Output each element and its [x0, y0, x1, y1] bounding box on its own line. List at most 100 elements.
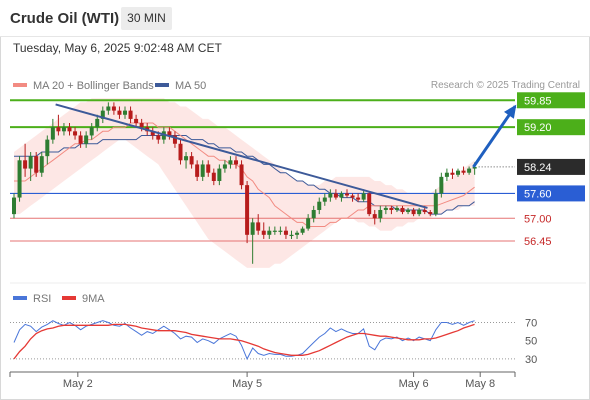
candle-body	[444, 172, 449, 177]
candle-body	[56, 127, 61, 132]
candle-body	[433, 193, 438, 215]
x-tick-label: May 6	[399, 378, 429, 390]
candle-body	[289, 234, 294, 237]
candle-body	[428, 212, 433, 215]
candle-body	[389, 207, 394, 210]
forecast-arrow-shaft	[472, 105, 517, 168]
legend-swatch-rsi	[13, 296, 27, 301]
candle-body	[111, 106, 116, 111]
candle-body	[184, 156, 189, 161]
candle-body	[189, 156, 194, 165]
candle-body	[345, 193, 349, 196]
legend-label-rsi: RSI	[33, 293, 52, 305]
candle-body	[295, 232, 300, 235]
candle-body	[12, 197, 16, 215]
resistance-label-box-1	[517, 119, 585, 136]
level-label-57-60: 57.60	[524, 188, 552, 200]
rsi-tick-label: 30	[525, 354, 537, 366]
candle-body	[272, 230, 277, 232]
resistance-label-box-0	[517, 92, 585, 109]
candle-body	[217, 168, 222, 181]
candle-body	[95, 118, 100, 128]
candle-body	[84, 135, 89, 144]
x-tick-label: May 8	[465, 378, 495, 390]
pivot-label-box-3	[517, 185, 585, 202]
candle-body	[350, 195, 355, 198]
candle-body	[283, 230, 288, 235]
level-label-59-20: 59.20	[524, 122, 552, 134]
candle-body	[378, 209, 383, 219]
candle-body	[39, 156, 44, 173]
timeframe-button[interactable]: 30 MIN	[121, 7, 172, 30]
candle-body	[23, 160, 28, 169]
candle-body	[172, 135, 177, 144]
candle-body	[150, 131, 155, 136]
research-credit: Research © 2025 Trading Central	[430, 80, 580, 91]
candle-body	[250, 222, 255, 235]
level-label-56-45: 56.45	[524, 236, 552, 248]
ma20-line	[14, 122, 475, 227]
candle-body	[117, 110, 122, 115]
candle-body	[383, 207, 388, 210]
candle-body	[73, 131, 78, 136]
candle-body	[128, 110, 133, 119]
legend-label-ma20: MA 20 + Bollinger Bands	[33, 80, 154, 92]
legend-label-9ma: 9MA	[82, 293, 105, 305]
candle-body	[461, 170, 466, 173]
rsi-9ma-line	[13, 323, 475, 360]
candle-body	[178, 143, 183, 161]
candle-body	[123, 110, 127, 115]
candle-body	[317, 201, 322, 210]
candle-body	[400, 207, 405, 213]
bollinger-band-area	[14, 98, 475, 268]
candle-body	[300, 228, 305, 233]
legend-swatch-ma50	[155, 83, 169, 88]
candle-body	[278, 230, 283, 232]
candle-body	[156, 135, 161, 140]
candle-body	[450, 172, 455, 175]
candle-body	[267, 230, 272, 235]
candle-body	[411, 209, 416, 215]
candle-body	[222, 164, 227, 169]
candle-body	[50, 127, 55, 140]
candle-body	[417, 209, 422, 215]
candle-body	[256, 222, 261, 231]
candle-body	[134, 118, 139, 124]
legend-swatch-9ma	[62, 296, 76, 301]
candle-body	[200, 164, 205, 177]
candle-body	[356, 197, 361, 200]
level-label-58-24: 58.24	[524, 162, 552, 174]
candle-body	[234, 160, 238, 165]
candle-body	[322, 197, 327, 202]
candle-body	[372, 214, 377, 219]
candle-body	[228, 160, 233, 165]
legend-item-rsi: RSI	[13, 293, 51, 305]
candle-body	[67, 127, 72, 132]
candle-body	[167, 131, 172, 136]
candle-body	[17, 160, 22, 198]
candle-body	[439, 176, 444, 194]
candle-body	[61, 127, 66, 132]
candle-body	[361, 193, 366, 200]
candle-body	[467, 168, 472, 173]
instrument-title: Crude Oil (WTI)	[10, 10, 120, 27]
level-label-57-00: 57.00	[524, 213, 552, 225]
candle-body	[100, 110, 105, 119]
bearish-trendline	[55, 103, 428, 209]
x-tick-label: May 5	[232, 378, 262, 390]
candle-body	[261, 230, 266, 235]
candle-body	[339, 193, 344, 198]
candle-body	[406, 209, 411, 213]
candle-body	[328, 193, 333, 198]
rsi-tick-label: 70	[525, 318, 537, 330]
candle-body	[34, 156, 39, 173]
ma50-line	[14, 135, 475, 215]
header-bar: Crude Oil (WTI) 30 MIN	[0, 0, 590, 37]
legend-item-ma20: MA 20 + Bollinger Bands	[13, 80, 154, 92]
forecast-arrow-head	[503, 104, 517, 119]
candle-body	[333, 193, 338, 198]
legend-item-ma50: MA 50	[155, 80, 206, 92]
candle-body	[78, 135, 83, 144]
timestamp: Tuesday, May 6, 2025 9:02:48 AM CET	[13, 41, 222, 55]
